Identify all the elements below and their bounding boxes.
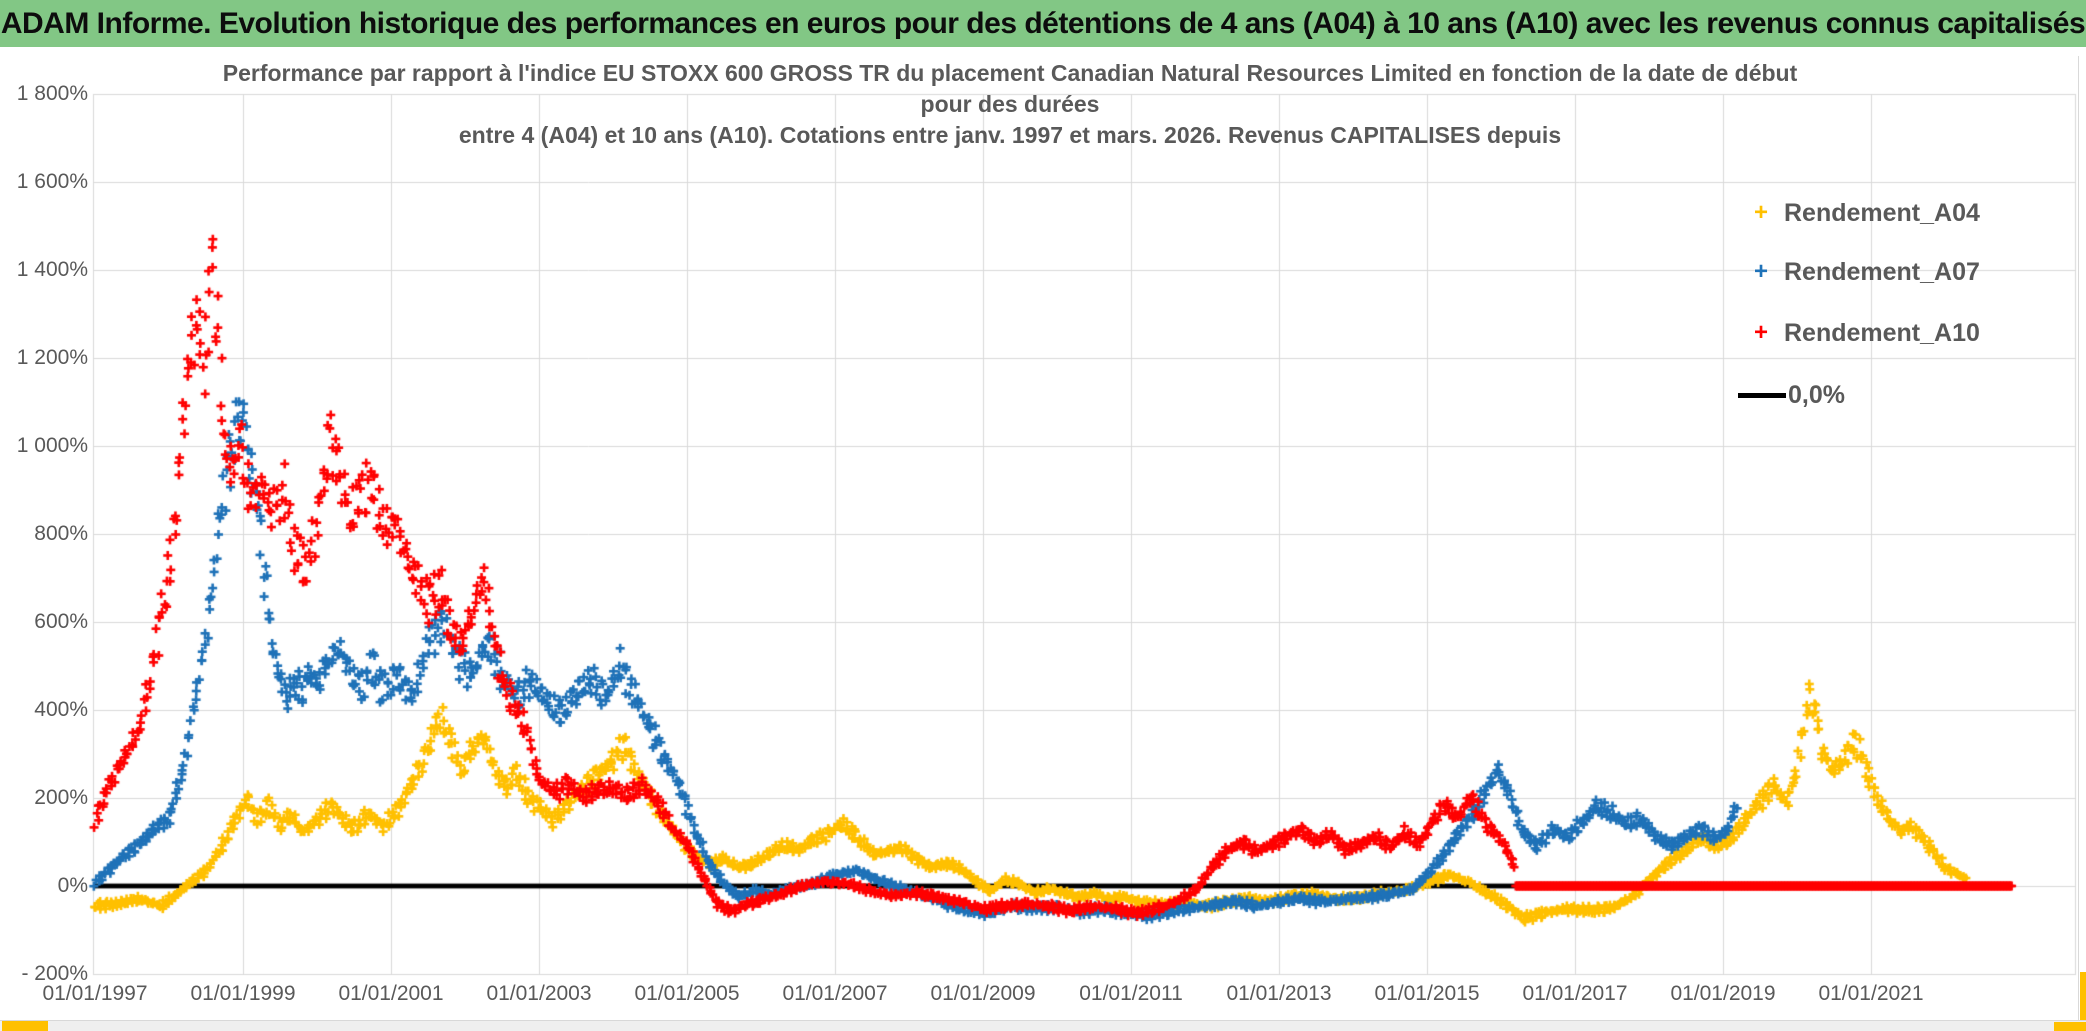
chart-title-line1: Performance par rapport à l'indice EU ST…	[222, 60, 1798, 86]
legend-plus-marker-icon: +	[1753, 258, 1768, 285]
legend-label: Rendement_A04	[1784, 198, 1980, 227]
legend-item-0-0-: 0,0%	[1738, 380, 1845, 410]
legend-label: 0,0%	[1788, 380, 1845, 409]
x-tick-label: 01/01/2001	[338, 982, 444, 1005]
x-tick-label: 01/01/2013	[1226, 982, 1332, 1005]
chart-title-line3: entre 4 (A04) et 10 ans (A10). Cotations…	[458, 122, 1562, 148]
bottom-right-selection-handle	[2054, 1022, 2086, 1031]
chart-title-line2: pour des durées	[920, 91, 1100, 117]
chart-title: Performance par rapport à l'indice EU ST…	[95, 58, 1925, 151]
y-tick-label: 0%	[57, 874, 88, 897]
x-tick-label: 01/01/2017	[1522, 982, 1628, 1005]
y-tick-label: 200%	[34, 786, 88, 809]
y-tick-label: 800%	[34, 522, 88, 545]
y-tick-label: 1 000%	[16, 434, 88, 457]
bottom-right-selection-handle-vertical	[2080, 972, 2086, 1031]
x-tick-label: 01/01/2005	[634, 982, 740, 1005]
chart-frame-right-border	[2078, 56, 2079, 1020]
x-tick-label: 01/01/2007	[782, 982, 888, 1005]
legend-plus-marker-icon: +	[1753, 199, 1768, 226]
x-tick-label: 01/01/2009	[930, 982, 1036, 1005]
horizontal-scrollbar[interactable]	[0, 1020, 2086, 1031]
y-tick-label: 1 200%	[16, 346, 88, 369]
y-tick-label: 1 800%	[16, 82, 88, 105]
legend-item-rendement-a07: + Rendement_A07	[1738, 257, 1980, 287]
x-tick-label: 01/01/1999	[190, 982, 296, 1005]
x-tick-label: 01/01/2021	[1818, 982, 1924, 1005]
legend-line-marker-icon	[1738, 392, 1786, 398]
legend-item-rendement-a04: + Rendement_A04	[1738, 198, 1980, 228]
x-tick-label: 01/01/2019	[1670, 982, 1776, 1005]
legend-label: Rendement_A07	[1784, 257, 1980, 286]
y-tick-label: 400%	[34, 698, 88, 721]
x-tick-label: 01/01/2011	[1079, 982, 1183, 1005]
legend-item-rendement-a10: + Rendement_A10	[1738, 318, 1980, 348]
x-tick-label: 01/01/2015	[1374, 982, 1480, 1005]
y-tick-label: 1 600%	[16, 170, 88, 193]
y-tick-label: 1 400%	[16, 258, 88, 281]
legend-plus-marker-icon: +	[1753, 319, 1768, 346]
y-tick-label: - 200%	[21, 962, 88, 985]
x-tick-label: 01/01/2003	[486, 982, 592, 1005]
scrollbar-thumb[interactable]	[2, 1021, 48, 1031]
y-tick-label: 600%	[34, 610, 88, 633]
legend-label: Rendement_A10	[1784, 318, 1980, 347]
x-tick-label: 01/01/1997	[42, 982, 148, 1005]
